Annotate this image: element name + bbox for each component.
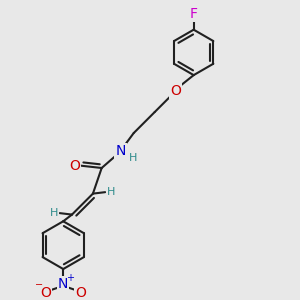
Text: O: O	[170, 84, 181, 98]
Text: −: −	[35, 280, 44, 290]
Text: O: O	[75, 286, 86, 300]
Text: O: O	[69, 159, 80, 173]
Text: N: N	[58, 277, 68, 291]
Text: H: H	[107, 187, 115, 197]
Text: H: H	[129, 152, 137, 163]
Text: N: N	[116, 144, 126, 158]
Text: O: O	[40, 286, 51, 300]
Text: H: H	[50, 208, 58, 218]
Text: F: F	[190, 7, 198, 21]
Text: +: +	[66, 273, 74, 283]
